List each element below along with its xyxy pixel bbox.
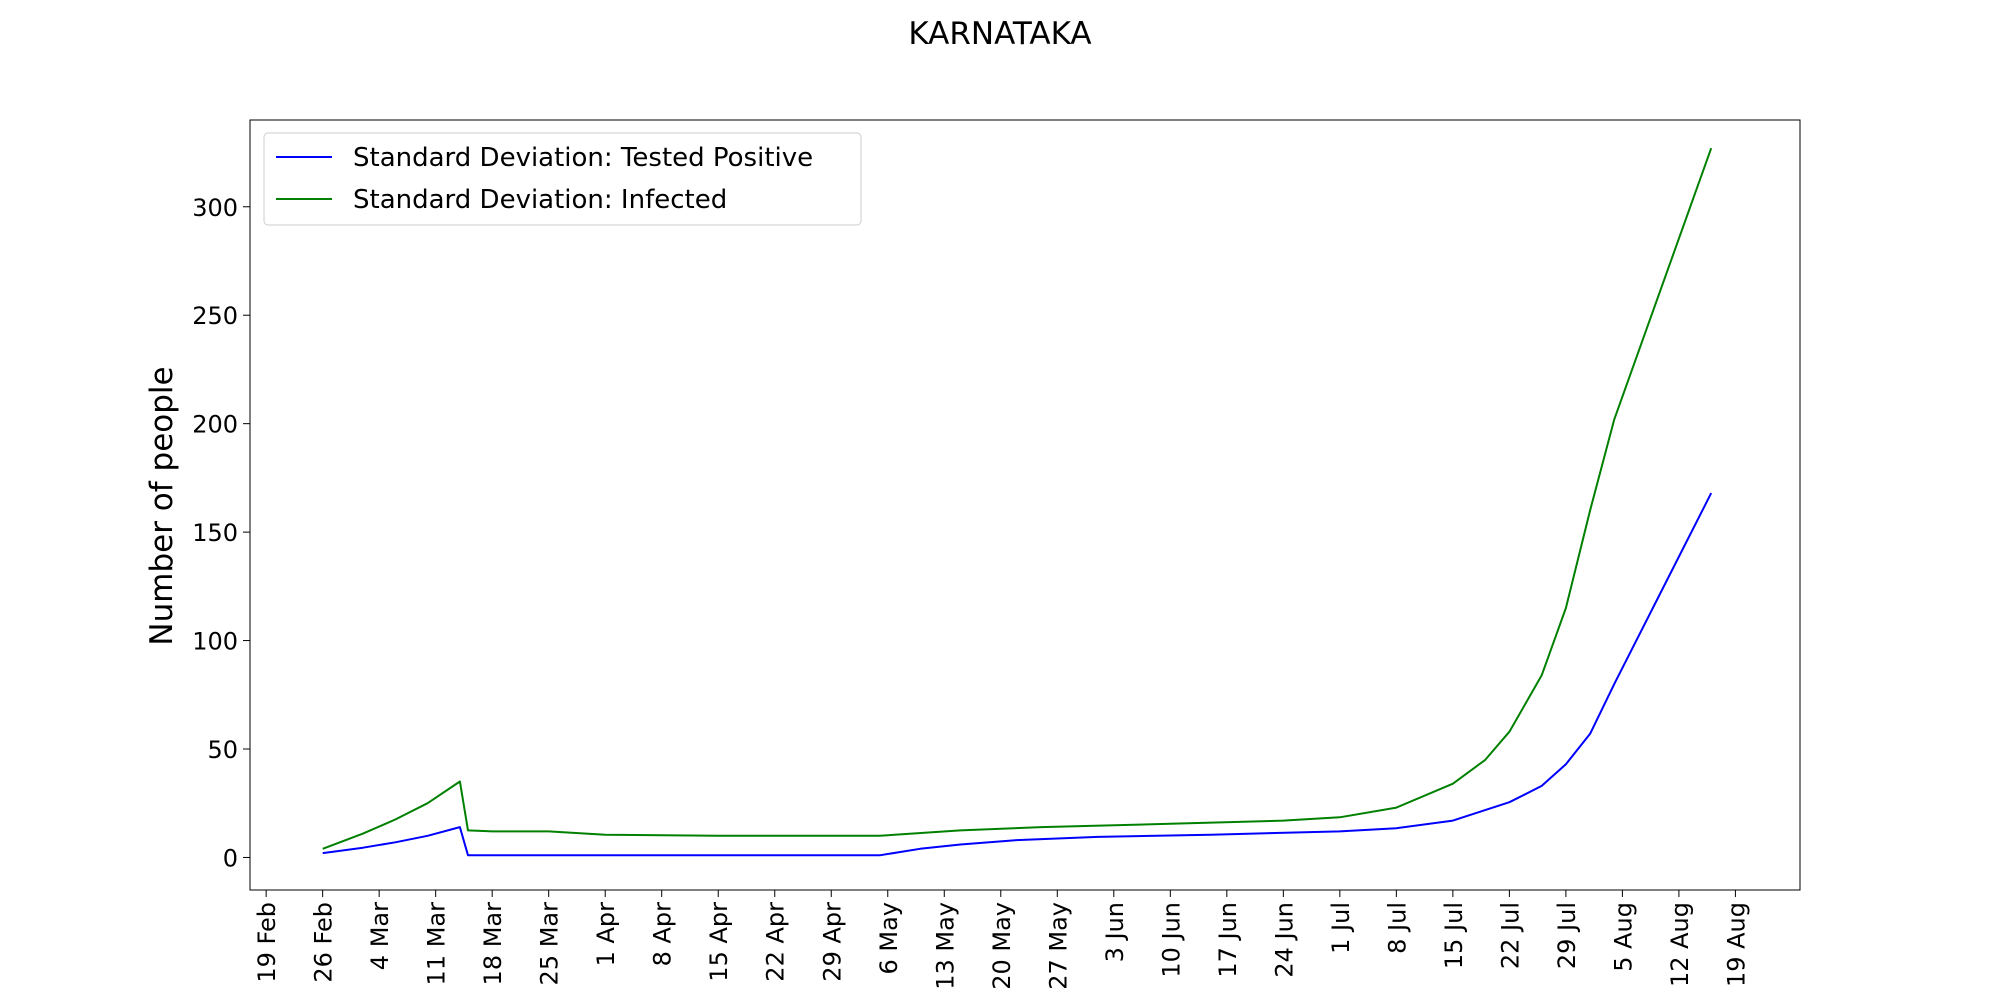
x-tick-label: 22 Jul — [1496, 902, 1524, 969]
series-line-infected — [322, 147, 1713, 850]
x-tick-label: 1 Apr — [592, 902, 620, 967]
x-tick-label: 6 May — [875, 902, 903, 975]
x-tick-label: 8 Jul — [1383, 902, 1411, 954]
series-line-tested-positive — [322, 492, 1713, 857]
x-tick-label: 15 Jul — [1440, 902, 1468, 969]
x-tick-label: 19 Aug — [1722, 902, 1750, 987]
y-tick-label: 200 — [192, 411, 238, 439]
x-tick-label: 1 Jul — [1327, 902, 1355, 954]
y-tick-label: 300 — [192, 194, 238, 222]
x-tick-label: 17 Jun — [1214, 902, 1242, 978]
legend-box — [263, 132, 862, 226]
y-axis-label: Number of people — [144, 366, 180, 645]
x-tick-label: 5 Aug — [1609, 902, 1637, 972]
x-tick-label: 13 May — [931, 902, 959, 990]
x-tick-label: 26 Feb — [310, 902, 338, 983]
legend-label-infected: Standard Deviation: Infected — [353, 185, 727, 215]
x-tick-label: 24 Jun — [1270, 902, 1298, 978]
x-tick-label: 25 Mar — [536, 902, 564, 986]
x-tick-label: 3 Jun — [1101, 902, 1129, 962]
y-axis: 0 50 100 150 200 250 300 — [192, 194, 250, 872]
x-tick-label: 10 Jun — [1157, 902, 1185, 978]
x-tick-label: 29 Apr — [818, 902, 846, 982]
series-layer — [322, 147, 1713, 857]
x-tick-label: 4 Mar — [366, 902, 394, 970]
x-tick-label: 15 Apr — [705, 902, 733, 982]
x-tick-label: 27 May — [1044, 902, 1072, 990]
x-tick-label: 11 Mar — [423, 902, 451, 986]
y-tick-label: 100 — [192, 628, 238, 656]
y-tick-label: 0 — [223, 844, 238, 872]
y-tick-label: 250 — [192, 302, 238, 330]
x-tick-label: 22 Apr — [762, 902, 790, 982]
x-tick-label: 19 Feb — [253, 902, 281, 983]
x-tick-label: 8 Apr — [649, 902, 677, 967]
x-tick-label: 20 May — [988, 902, 1016, 990]
legend-label-tested-positive: Standard Deviation: Tested Positive — [353, 143, 813, 173]
y-tick-label: 150 — [192, 519, 238, 547]
x-tick-label: 18 Mar — [479, 902, 507, 986]
legend: Standard Deviation: Tested Positive Stan… — [263, 132, 862, 226]
chart-title: KARNATAKA — [908, 16, 1091, 52]
axes-frame — [249, 119, 1801, 891]
x-axis: 19 Feb 26 Feb 4 Mar 11 Mar 18 Mar 25 Mar 1 Apr… — [253, 890, 1750, 990]
y-tick-label: 50 — [207, 736, 238, 764]
plot-area: 0 50 100 150 200 250 300 19 Feb 26 Feb 4 Mar 11 M… — [192, 119, 1801, 990]
x-tick-label: 29 Jul — [1553, 902, 1581, 969]
x-tick-label: 12 Aug — [1666, 902, 1694, 987]
